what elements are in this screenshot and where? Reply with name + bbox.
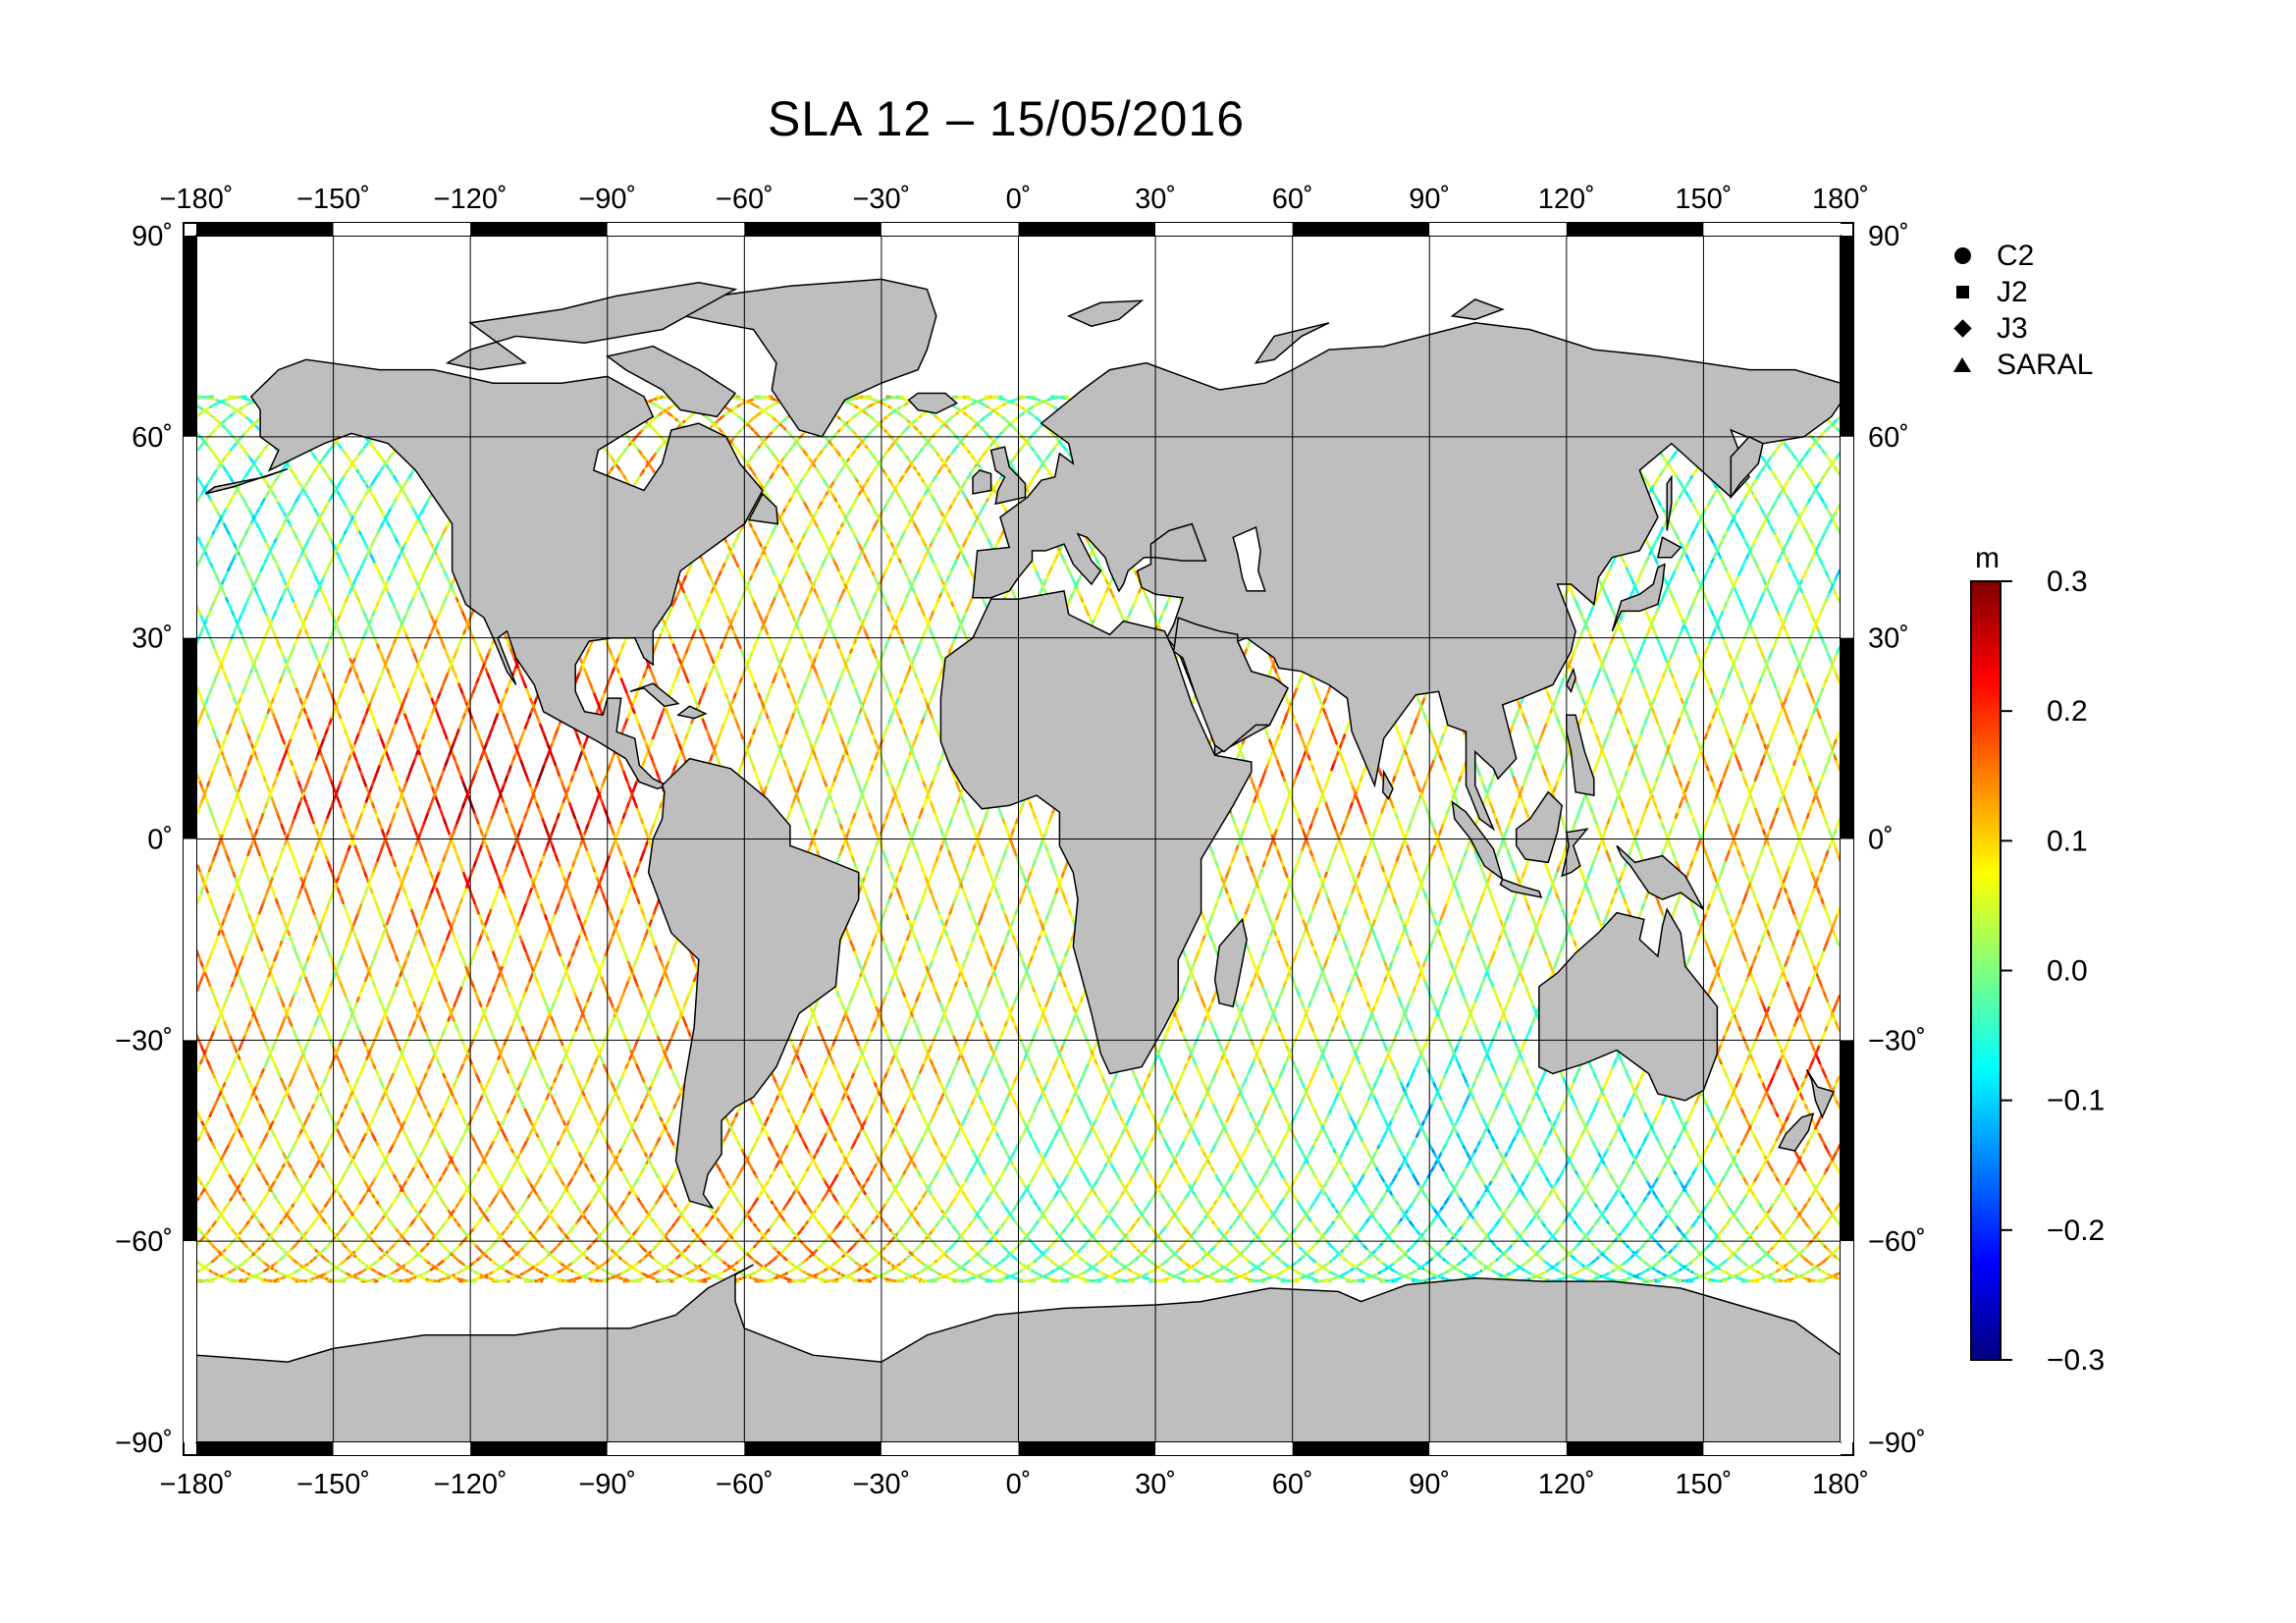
track-segment — [197, 1177, 199, 1180]
track-segment — [197, 1111, 199, 1115]
track-segment — [198, 1228, 200, 1231]
